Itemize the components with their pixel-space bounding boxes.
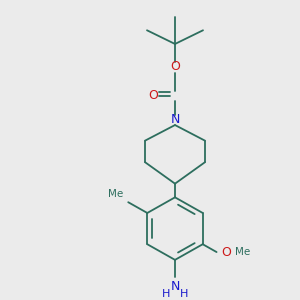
Text: O: O	[222, 245, 231, 259]
Text: O: O	[148, 89, 158, 102]
Text: Me: Me	[235, 247, 250, 257]
Text: N: N	[170, 280, 180, 293]
Text: O: O	[170, 60, 180, 73]
Text: N: N	[170, 113, 180, 126]
Text: H: H	[162, 289, 170, 299]
Text: Me: Me	[108, 189, 123, 199]
Text: H: H	[180, 289, 188, 299]
